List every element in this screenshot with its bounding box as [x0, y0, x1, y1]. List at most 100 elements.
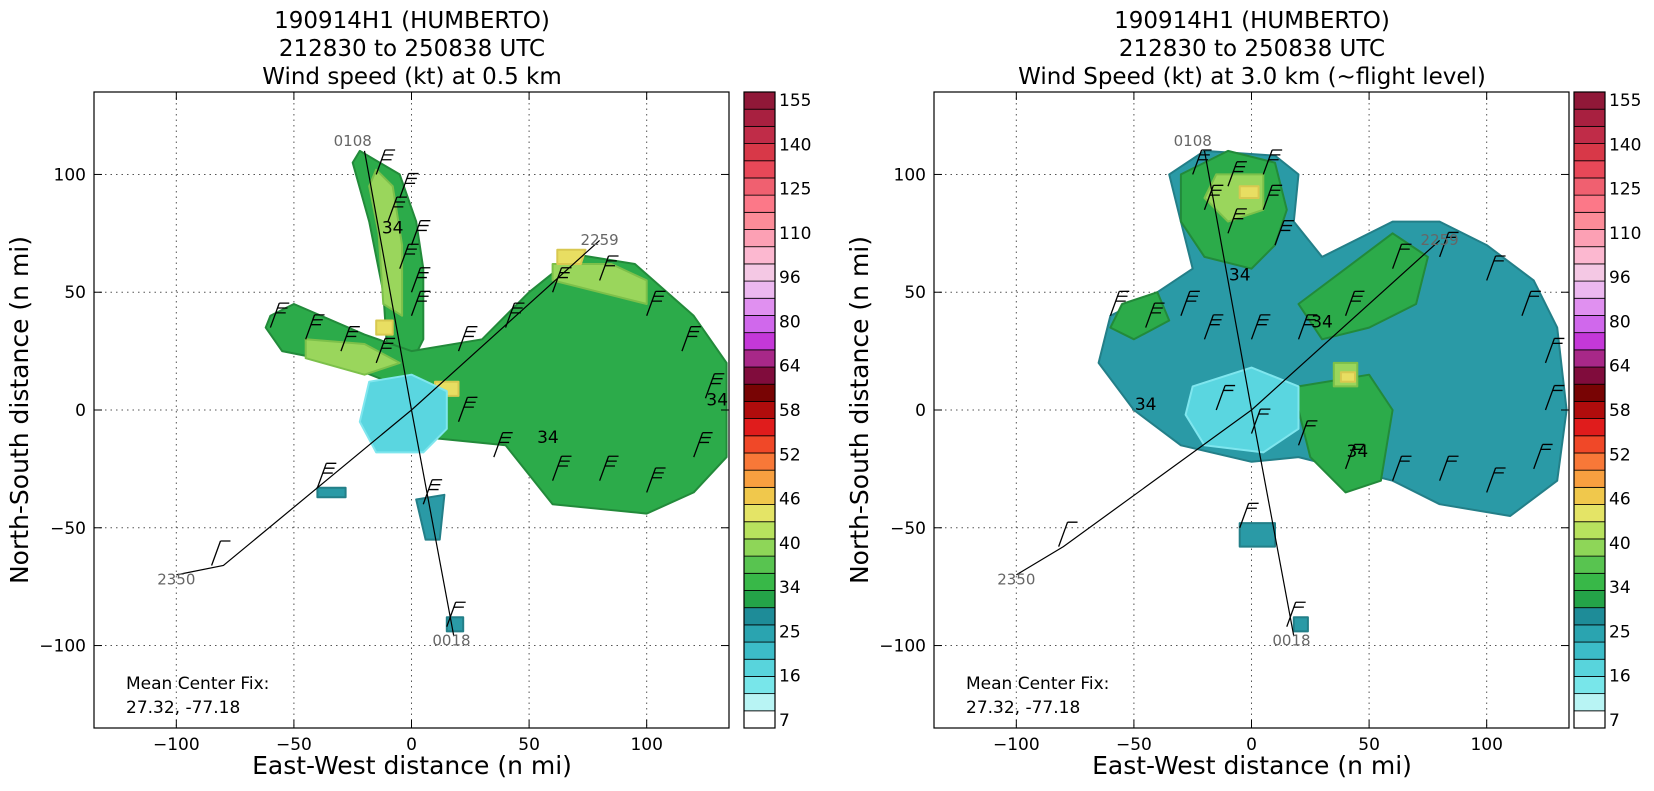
- x-tick-label: 100: [630, 735, 662, 755]
- x-tick-label: 100: [1470, 735, 1502, 755]
- x-tick-label: −100: [993, 735, 1040, 755]
- wind-region-16kt: [360, 375, 447, 453]
- colorbar-segment: [744, 659, 775, 676]
- colorbar-tick-label: 125: [1609, 180, 1641, 200]
- colorbar-segment: [744, 195, 775, 212]
- wind-barb: [317, 463, 336, 487]
- colorbar-segment: [744, 315, 775, 332]
- colorbar-tick-label: 46: [779, 490, 801, 510]
- colorbar-segment: [744, 144, 775, 161]
- y-tick-label: −50: [50, 519, 86, 539]
- center-fix-value: 27.32, -77.18: [126, 698, 240, 718]
- title-line-3: Wind Speed (kt) at 3.0 km (~flight level…: [1018, 64, 1486, 90]
- colorbar-tick-label: 7: [779, 711, 790, 731]
- title-line-2: 212830 to 250838 UTC: [1119, 36, 1385, 62]
- colorbar-tick-label: 155: [1609, 91, 1641, 111]
- colorbar-tick-label: 125: [779, 180, 811, 200]
- time-label: 2350: [157, 570, 195, 588]
- colorbar-segment: [1574, 676, 1605, 693]
- colorbar-tick-label: 25: [1609, 622, 1631, 642]
- colorbar-segment: [744, 676, 775, 693]
- colorbar-tick-label: 46: [1609, 490, 1631, 510]
- colorbar-segment: [1574, 419, 1605, 436]
- colorbar-tick-label: 80: [1609, 312, 1631, 332]
- colorbar-segment: [744, 539, 775, 556]
- colorbar-tick-label: 155: [779, 91, 811, 111]
- colorbar-tick-label: 40: [779, 534, 801, 554]
- colorbar-tick-label: 110: [779, 224, 811, 244]
- colorbar-tick-label: 58: [779, 401, 801, 421]
- y-tick-label: 100: [54, 165, 86, 185]
- colorbar-tick-label: 34: [779, 578, 801, 598]
- colorbar-segment: [1574, 505, 1605, 522]
- title-line-3: Wind speed (kt) at 0.5 km: [262, 64, 562, 90]
- time-label: 0108: [334, 132, 372, 150]
- colorbar-segment: [1574, 711, 1605, 728]
- colorbar-segment: [744, 333, 775, 350]
- colorbar-segment: [1574, 539, 1605, 556]
- y-axis-label: North-South distance (n mi): [845, 236, 874, 584]
- colorbar-segment: [744, 590, 775, 607]
- colorbar-tick-label: 16: [779, 667, 801, 687]
- colorbar-tick-label: 64: [1609, 357, 1631, 377]
- contour-label: 34: [1311, 313, 1333, 333]
- contour-label: 34: [1347, 442, 1369, 462]
- colorbar-segment: [1574, 573, 1605, 590]
- colorbar-segment: [744, 264, 775, 281]
- colorbar-segment: [744, 281, 775, 298]
- contour-label: 34: [1229, 265, 1251, 285]
- colorbar-segment: [744, 367, 775, 384]
- colorbar-segment: [1574, 281, 1605, 298]
- colorbar-segment: [1574, 109, 1605, 126]
- y-tick-label: 100: [894, 165, 926, 185]
- colorbar-tick-label: 52: [779, 445, 801, 465]
- colorbar-segment: [744, 694, 775, 711]
- colorbar-segment: [1574, 230, 1605, 247]
- colorbar-segment: [1574, 453, 1605, 470]
- colorbar-segment: [1574, 470, 1605, 487]
- colorbar-segment: [744, 608, 775, 625]
- colorbar-tick-label: 96: [779, 268, 801, 288]
- colorbar-tick-label: 80: [779, 312, 801, 332]
- colorbar-segment: [1574, 659, 1605, 676]
- colorbar-segment: [1574, 436, 1605, 453]
- colorbar-segment: [1574, 264, 1605, 281]
- wind-region-25kt: [416, 495, 444, 540]
- contour-label: 34: [706, 390, 728, 410]
- time-label: 0018: [1272, 632, 1310, 650]
- colorbar-segment: [1574, 384, 1605, 401]
- colorbar-segment: [1574, 195, 1605, 212]
- y-tick-label: 0: [915, 401, 926, 421]
- colorbar-segment: [744, 298, 775, 315]
- colorbar-segment: [744, 487, 775, 504]
- colorbar-segment: [1574, 126, 1605, 143]
- colorbar-segment: [744, 92, 775, 109]
- time-label: 2259: [581, 231, 619, 249]
- colorbar-segment: [744, 436, 775, 453]
- colorbar-segment: [744, 556, 775, 573]
- right-panel: 190914H1 (HUMBERTO) 212830 to 250838 UTC…: [845, 8, 1641, 780]
- colorbar-tick-label: 40: [1609, 534, 1631, 554]
- center-fix-label: Mean Center Fix:: [126, 674, 269, 694]
- colorbar-tick-label: 34: [1609, 578, 1631, 598]
- colorbar-segment: [744, 230, 775, 247]
- colorbar-segment: [1574, 350, 1605, 367]
- colorbar-segment: [1574, 642, 1605, 659]
- wind-region-25kt: [1240, 523, 1275, 547]
- colorbar-segment: [744, 178, 775, 195]
- colorbar-segment: [744, 711, 775, 728]
- colorbar-segment: [744, 401, 775, 418]
- wind-region-46kt: [376, 321, 393, 335]
- time-label: 0108: [1174, 132, 1212, 150]
- contour-label: 34: [1135, 395, 1157, 415]
- wind-region-46kt: [1341, 372, 1355, 381]
- colorbar-segment: [744, 625, 775, 642]
- colorbar-segment: [744, 109, 775, 126]
- colorbar-segment: [744, 573, 775, 590]
- colorbar-segment: [1574, 522, 1605, 539]
- colorbar-segment: [1574, 315, 1605, 332]
- colorbar-segment: [744, 350, 775, 367]
- y-tick-label: 50: [64, 283, 86, 303]
